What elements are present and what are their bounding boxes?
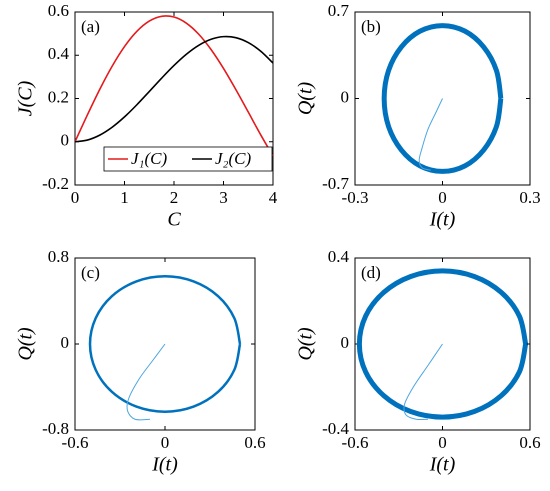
series-line (381, 23, 504, 174)
x-axis-label: I(t) (429, 454, 456, 476)
x-tick-label: 1 (120, 188, 129, 207)
y-tick-label: 0.4 (328, 247, 350, 266)
y-tick-label: 0.8 (48, 247, 69, 266)
legend-box (103, 146, 273, 172)
y-tick-label: 0 (61, 131, 70, 150)
x-axis-label: I(t) (151, 454, 178, 476)
panel-label: (d) (361, 263, 381, 282)
x-tick-label: -0.6 (342, 433, 369, 452)
y-tick-label: 0 (341, 87, 350, 106)
y-tick-label: -0.8 (42, 419, 69, 438)
y-tick-label: -0.2 (42, 174, 69, 193)
x-tick-label: 0 (161, 433, 170, 452)
y-axis-label: Q(t) (295, 327, 317, 361)
x-tick-label: 0.6 (244, 433, 265, 452)
series-line (88, 275, 242, 413)
y-tick-label: 0 (341, 333, 350, 352)
series-line (126, 343, 166, 421)
plot-area (356, 268, 529, 421)
x-tick-label: 4 (269, 188, 278, 207)
x-tick-label: 3 (219, 188, 228, 207)
x-tick-label: 0.6 (519, 433, 540, 452)
legend-label: J₂(C) (215, 149, 251, 168)
series-line (75, 35, 273, 143)
x-tick-label: 0 (438, 188, 447, 207)
x-tick-label: 0.3 (519, 188, 540, 207)
panel-label: (b) (361, 17, 381, 36)
x-tick-label: 0 (438, 433, 447, 452)
y-tick-label: -0.4 (322, 419, 349, 438)
x-tick-label: -0.3 (342, 188, 369, 207)
x-tick-label: 0 (71, 188, 80, 207)
x-axis-label: I(t) (429, 209, 456, 231)
plot-area (381, 23, 504, 174)
y-tick-label: 0.6 (48, 1, 69, 20)
series-line (75, 15, 273, 157)
panel-label: (a) (81, 17, 100, 36)
y-tick-label: 0.2 (48, 87, 69, 106)
x-tick-label: 2 (170, 188, 179, 207)
plot-area (75, 15, 273, 157)
y-axis-label: Q(t) (295, 82, 317, 116)
y-tick-label: 0.4 (48, 44, 70, 63)
y-tick-label: 0.7 (328, 1, 350, 20)
y-tick-label: -0.7 (322, 174, 349, 193)
legend-label: J₁(C) (131, 149, 167, 168)
panel-label: (c) (81, 263, 100, 282)
series-line (403, 343, 443, 421)
y-axis-label: J(C) (15, 80, 37, 116)
y-tick-label: 0 (61, 333, 70, 352)
x-axis-label: C (167, 209, 181, 231)
series-line (418, 98, 443, 171)
series-line (356, 268, 529, 420)
x-tick-label: -0.6 (62, 433, 89, 452)
plot-area (88, 275, 242, 421)
y-axis-label: Q(t) (15, 327, 37, 361)
